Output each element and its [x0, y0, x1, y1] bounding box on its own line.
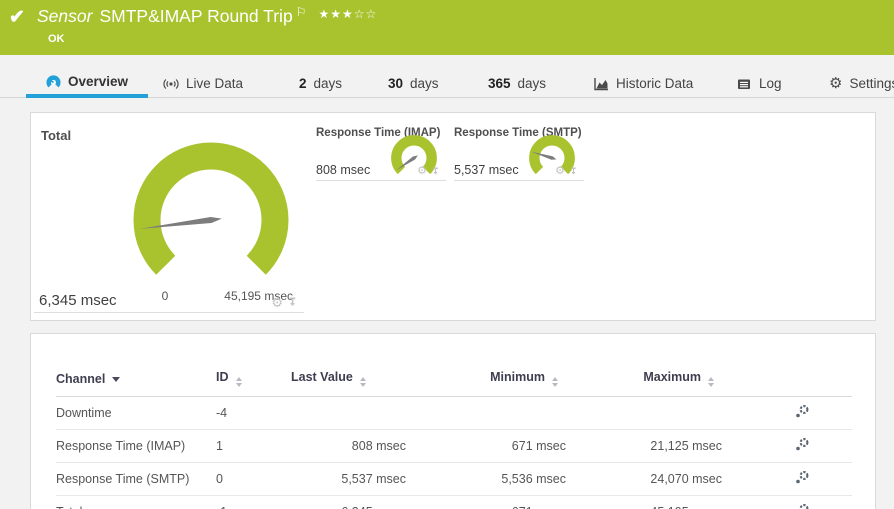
gauge-settings-icon[interactable]: ⚙: [417, 165, 427, 177]
gauge-tools: ⚙: [555, 166, 578, 177]
gauge-needle: [531, 151, 557, 160]
sort-icon: [708, 377, 714, 387]
sort-icon: [235, 377, 242, 387]
gauge-smtp: Response Time (SMTP) 5,537 msec ⚙: [454, 127, 584, 181]
tab-365-days[interactable]: 365 days: [488, 76, 547, 91]
channel-name[interactable]: Downtime: [56, 396, 216, 430]
channel-name[interactable]: Response Time (SMTP): [56, 462, 216, 496]
total-gauge-dial[interactable]: [126, 135, 296, 305]
tab-live-data[interactable]: Live Data: [143, 69, 263, 98]
channel-maximum: 45,195 msec: [566, 495, 722, 509]
tab-historic-data[interactable]: Historic Data: [573, 69, 713, 98]
tab-2-days[interactable]: 2 days: [299, 76, 343, 91]
gauge-smtp-value: 5,537 msec: [454, 163, 519, 177]
gauge-total: Total 0 45,195 msec 6,345 msec ⚙: [34, 125, 304, 313]
channel-maximum: 21,125 msec: [566, 429, 722, 463]
sensor-title: SMTP&IMAP Round Trip: [99, 6, 293, 26]
channel-settings-icon[interactable]: [794, 404, 810, 422]
sensor-title-block: Sensor SMTP&IMAP Round Trip ⚐ ★★★☆☆ OK: [37, 4, 377, 45]
gauge-settings-icon[interactable]: ⚙: [271, 295, 283, 310]
table-row-downtime[interactable]: Downtime -4: [56, 396, 852, 430]
tab-overview[interactable]: Overview: [26, 69, 149, 98]
channel-settings-icon[interactable]: [794, 470, 810, 488]
column-header-id[interactable]: ID: [216, 364, 291, 397]
broadcast-icon: [163, 78, 179, 89]
gauge-total-value: 6,345 msec: [39, 292, 117, 309]
log-icon: [738, 79, 750, 89]
gauge-imap-value: 808 msec: [316, 163, 371, 177]
gauge-needle: [139, 217, 222, 229]
channel-last-value: 5,537 msec: [291, 462, 406, 496]
channels-panel: Channel ID Last Value Minimum Maximum: [30, 333, 876, 509]
gauges-panel: Total 0 45,195 msec 6,345 msec ⚙ Respons…: [30, 112, 876, 321]
sort-icon: [359, 377, 366, 387]
table-row-imap[interactable]: Response Time (IMAP) 1 808 msec 671 msec…: [56, 429, 852, 463]
channel-minimum: 671 msec: [406, 429, 566, 463]
channel-maximum: 24,070 msec: [566, 462, 722, 496]
channel-maximum: [566, 396, 722, 430]
channel-id: -4: [216, 396, 291, 430]
table-header-row: Channel ID Last Value Minimum Maximum: [56, 364, 852, 397]
tab-bar: Overview Live Data 2 days 30 days 365 da…: [0, 69, 894, 98]
channel-minimum: 671 msec: [406, 495, 566, 509]
channel-settings-icon[interactable]: [794, 503, 810, 509]
channel-name[interactable]: Total: [56, 495, 216, 509]
channel-last-value: [291, 396, 406, 430]
gauge-total-label: Total: [41, 128, 72, 143]
priority-stars[interactable]: ★★★☆☆: [318, 7, 378, 21]
channel-settings-icon[interactable]: [794, 437, 810, 455]
gauge-scale-max: 45,195 msec: [224, 289, 293, 303]
column-header-maximum[interactable]: Maximum: [566, 364, 722, 397]
smtp-gauge-dial[interactable]: [526, 132, 578, 184]
column-header-last-value[interactable]: Last Value: [291, 364, 406, 397]
gauge-tools: ⚙: [271, 296, 298, 309]
channel-id: 0: [216, 462, 291, 496]
gauge-needle: [396, 155, 418, 171]
column-header-channel[interactable]: Channel: [56, 364, 216, 397]
pin-icon[interactable]: [569, 167, 578, 177]
sensor-type-label: Sensor: [37, 6, 93, 26]
status-badge: OK: [48, 33, 65, 45]
column-header-actions: [722, 364, 852, 397]
channel-minimum: 5,536 msec: [406, 462, 566, 496]
pin-icon[interactable]: [287, 297, 298, 309]
channel-minimum: [406, 396, 566, 430]
gauge-settings-icon[interactable]: ⚙: [555, 165, 565, 177]
gauge-imap: Response Time (IMAP) 808 msec ⚙: [316, 127, 446, 181]
sort-desc-icon: [112, 376, 121, 382]
flag-icon[interactable]: ⚐: [295, 5, 307, 19]
table-row-smtp[interactable]: Response Time (SMTP) 0 5,537 msec 5,536 …: [56, 462, 852, 496]
channel-last-value: 808 msec: [291, 429, 406, 463]
tab-log[interactable]: Log: [716, 69, 802, 98]
tab-30-days[interactable]: 30 days: [388, 76, 439, 91]
gauge-tools: ⚙: [417, 166, 440, 177]
status-ok-icon: ✔: [9, 7, 25, 28]
sort-icon: [552, 377, 558, 387]
sensor-header: ✔ Sensor SMTP&IMAP Round Trip ⚐ ★★★☆☆ OK: [0, 0, 894, 55]
gauge-icon: [46, 75, 61, 88]
imap-gauge-dial[interactable]: [388, 132, 440, 184]
channel-id: -1: [216, 495, 291, 509]
channel-table: Channel ID Last Value Minimum Maximum: [56, 364, 852, 509]
area-chart-icon: [594, 77, 608, 90]
channel-last-value: 6,345 msec: [291, 495, 406, 509]
pin-icon[interactable]: [431, 167, 440, 177]
tab-settings[interactable]: ⚙ Settings: [829, 75, 894, 92]
column-header-minimum[interactable]: Minimum: [406, 364, 566, 397]
gauge-scale-min: 0: [161, 289, 169, 303]
gear-icon: ⚙: [829, 75, 843, 92]
channel-name[interactable]: Response Time (IMAP): [56, 429, 216, 463]
table-row-total[interactable]: Total -1 6,345 msec 671 msec 45,195 msec: [56, 495, 852, 509]
channel-id: 1: [216, 429, 291, 463]
